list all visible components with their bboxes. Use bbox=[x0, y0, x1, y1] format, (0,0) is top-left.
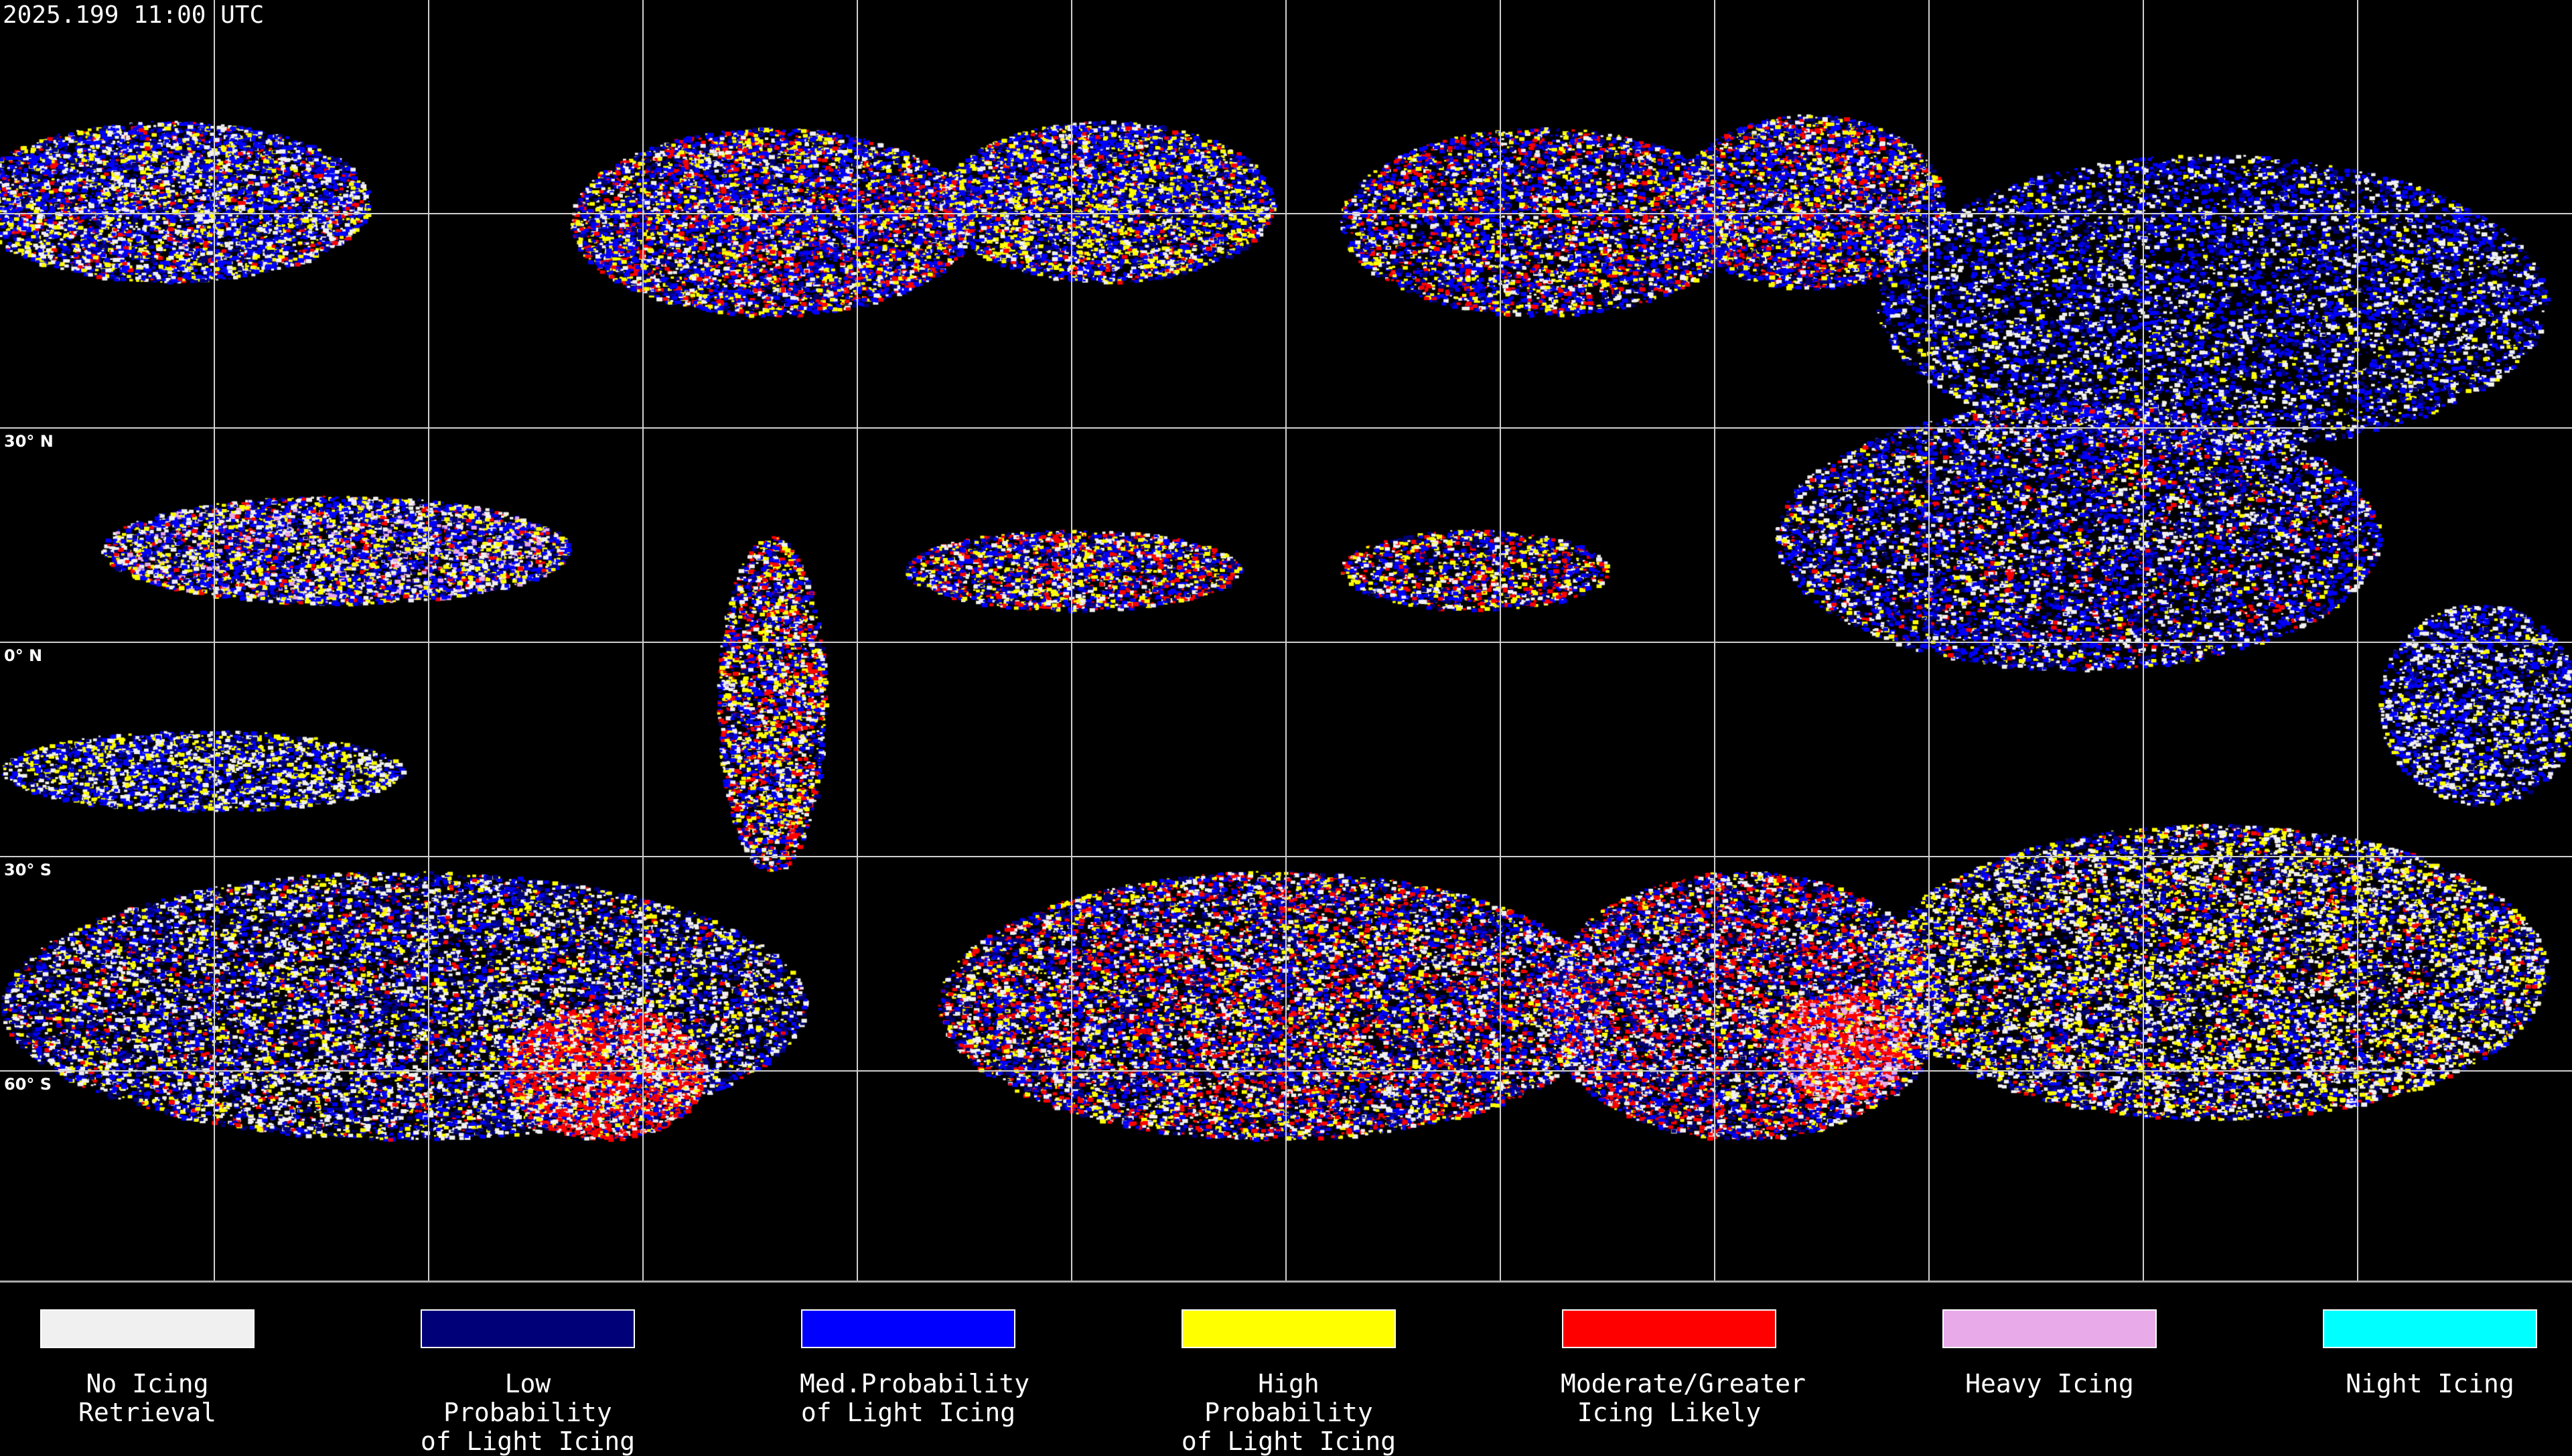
legend-label: Heavy Icing bbox=[1965, 1369, 2134, 1398]
legend-swatch bbox=[2323, 1309, 2537, 1348]
longitude-line bbox=[1714, 0, 1715, 1281]
longitude-line bbox=[2143, 0, 2144, 1281]
legend-swatch bbox=[1182, 1309, 1396, 1348]
longitude-line bbox=[642, 0, 644, 1281]
legend-item-med-prob: Med.Probability of Light Icing bbox=[800, 1309, 1030, 1427]
legend-label: Low Probability of Light Icing bbox=[420, 1369, 636, 1456]
icing-map: 30° N 0° N 30° S 60° S 2025.199 11:00 UT… bbox=[0, 0, 2572, 1283]
legend-item-low-prob: Low Probability of Light Icing bbox=[419, 1309, 636, 1456]
longitude-line bbox=[1071, 0, 1072, 1281]
legend-swatch bbox=[1562, 1309, 1776, 1348]
latitude-line bbox=[0, 213, 2572, 214]
legend-swatch bbox=[421, 1309, 635, 1348]
legend-item-night: Night Icing bbox=[2321, 1309, 2539, 1398]
legend-item-high-prob: High Probability of Light Icing bbox=[1180, 1309, 1397, 1456]
longitude-line bbox=[857, 0, 858, 1281]
legend-swatch bbox=[40, 1309, 255, 1348]
legend-label: Moderate/Greater Icing Likely bbox=[1561, 1369, 1806, 1427]
legend-swatch bbox=[1942, 1309, 2157, 1348]
longitude-line bbox=[2357, 0, 2358, 1281]
legend-item-no-icing: No Icing Retrieval bbox=[39, 1309, 256, 1427]
legend-swatch bbox=[801, 1309, 1015, 1348]
legend-label: No Icing Retrieval bbox=[78, 1369, 216, 1427]
longitude-line bbox=[214, 0, 215, 1281]
longitude-line bbox=[428, 0, 429, 1281]
lat-label-60s: 60° S bbox=[4, 1075, 52, 1094]
lat-label-0n: 0° N bbox=[4, 646, 43, 665]
timestamp: 2025.199 11:00 UTC bbox=[3, 1, 265, 29]
latitude-line bbox=[0, 856, 2572, 857]
latitude-line bbox=[0, 1070, 2572, 1072]
longitude-line bbox=[1500, 0, 1501, 1281]
longitude-line bbox=[1285, 0, 1287, 1281]
longitude-line bbox=[1928, 0, 1930, 1281]
latitude-line bbox=[0, 427, 2572, 429]
legend-label: Night Icing bbox=[2346, 1369, 2514, 1398]
latitude-line bbox=[0, 642, 2572, 643]
legend-item-moderate: Moderate/Greater Icing Likely bbox=[1561, 1309, 1806, 1427]
legend-label: Med.Probability of Light Icing bbox=[800, 1369, 1030, 1427]
legend-label: High Probability of Light Icing bbox=[1181, 1369, 1397, 1456]
legend-item-heavy: Heavy Icing bbox=[1941, 1309, 2158, 1398]
lat-label-30s: 30° S bbox=[4, 861, 52, 879]
lat-label-30n: 30° N bbox=[4, 432, 54, 451]
